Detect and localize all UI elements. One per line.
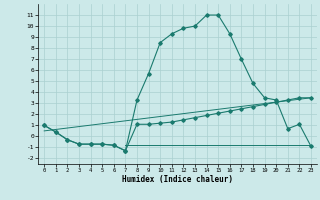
X-axis label: Humidex (Indice chaleur): Humidex (Indice chaleur) xyxy=(122,175,233,184)
